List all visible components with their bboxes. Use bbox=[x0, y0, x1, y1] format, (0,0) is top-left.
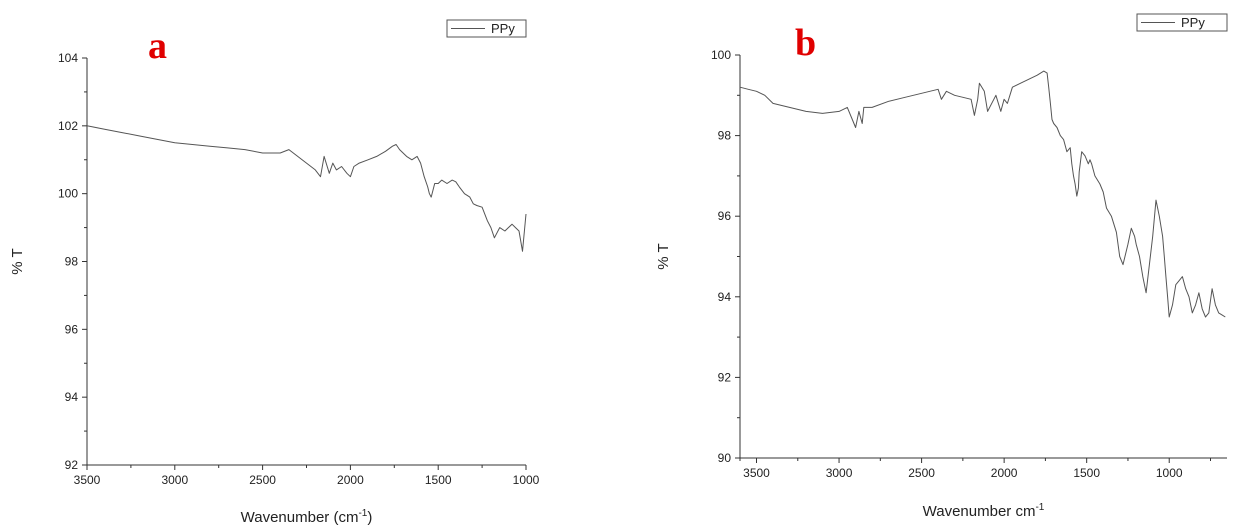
y-tick-label: 94 bbox=[718, 290, 732, 304]
x-tick-label: 2500 bbox=[908, 466, 935, 480]
legend-box bbox=[1136, 13, 1228, 32]
panel-label: a bbox=[148, 25, 167, 67]
y-tick-label: 90 bbox=[718, 451, 732, 465]
chart-panel-a: 3500 3000 2500 2000 1500 1000 92 94 96 98 100 102 10… bbox=[9, 19, 540, 526]
panel-label: b bbox=[795, 22, 816, 64]
y-tick-label: 100 bbox=[711, 48, 731, 62]
x-tick-label: 3000 bbox=[826, 466, 853, 480]
y-tick-label: 98 bbox=[718, 129, 732, 143]
x-axis-label: Wavenumber cm-1 bbox=[923, 502, 1045, 520]
x-axis-label: Wavenumber (cm-1) bbox=[241, 508, 373, 526]
legend-label: PPy bbox=[491, 21, 515, 36]
x-tick-label: 1500 bbox=[425, 473, 452, 487]
y-tick-label: 92 bbox=[65, 458, 79, 472]
x-tick-label: 1000 bbox=[1156, 466, 1183, 480]
y-tick-label: 100 bbox=[58, 187, 78, 201]
x-tick-label: 3500 bbox=[743, 466, 770, 480]
series-line-ppy bbox=[739, 70, 1226, 318]
y-tick-label: 94 bbox=[65, 390, 79, 404]
x-tick-label: 1000 bbox=[513, 473, 540, 487]
y-tick-label: 98 bbox=[65, 255, 79, 269]
x-tick-label: 2500 bbox=[249, 473, 276, 487]
legend-label: PPy bbox=[1181, 15, 1205, 30]
y-tick-label: 92 bbox=[718, 370, 732, 384]
x-tick-label: 3000 bbox=[161, 473, 188, 487]
y-tick-label: 96 bbox=[718, 209, 732, 223]
y-tick-label: 96 bbox=[65, 322, 79, 336]
x-tick-label: 2000 bbox=[991, 466, 1018, 480]
y-tick-label: 104 bbox=[58, 51, 78, 65]
y-axis-label: % T bbox=[9, 248, 26, 274]
chart-panel-b: 3500 3000 2500 2000 1500 1000 90 92 94 96 98 100 Wav… bbox=[655, 13, 1228, 520]
y-axis-label: % T bbox=[655, 243, 672, 269]
x-tick-label: 3500 bbox=[74, 473, 101, 487]
legend-box bbox=[446, 19, 527, 38]
x-tick-label: 2000 bbox=[337, 473, 364, 487]
series-line-ppy bbox=[86, 125, 527, 252]
x-tick-label: 1500 bbox=[1073, 466, 1100, 480]
y-tick-label: 102 bbox=[58, 119, 78, 133]
